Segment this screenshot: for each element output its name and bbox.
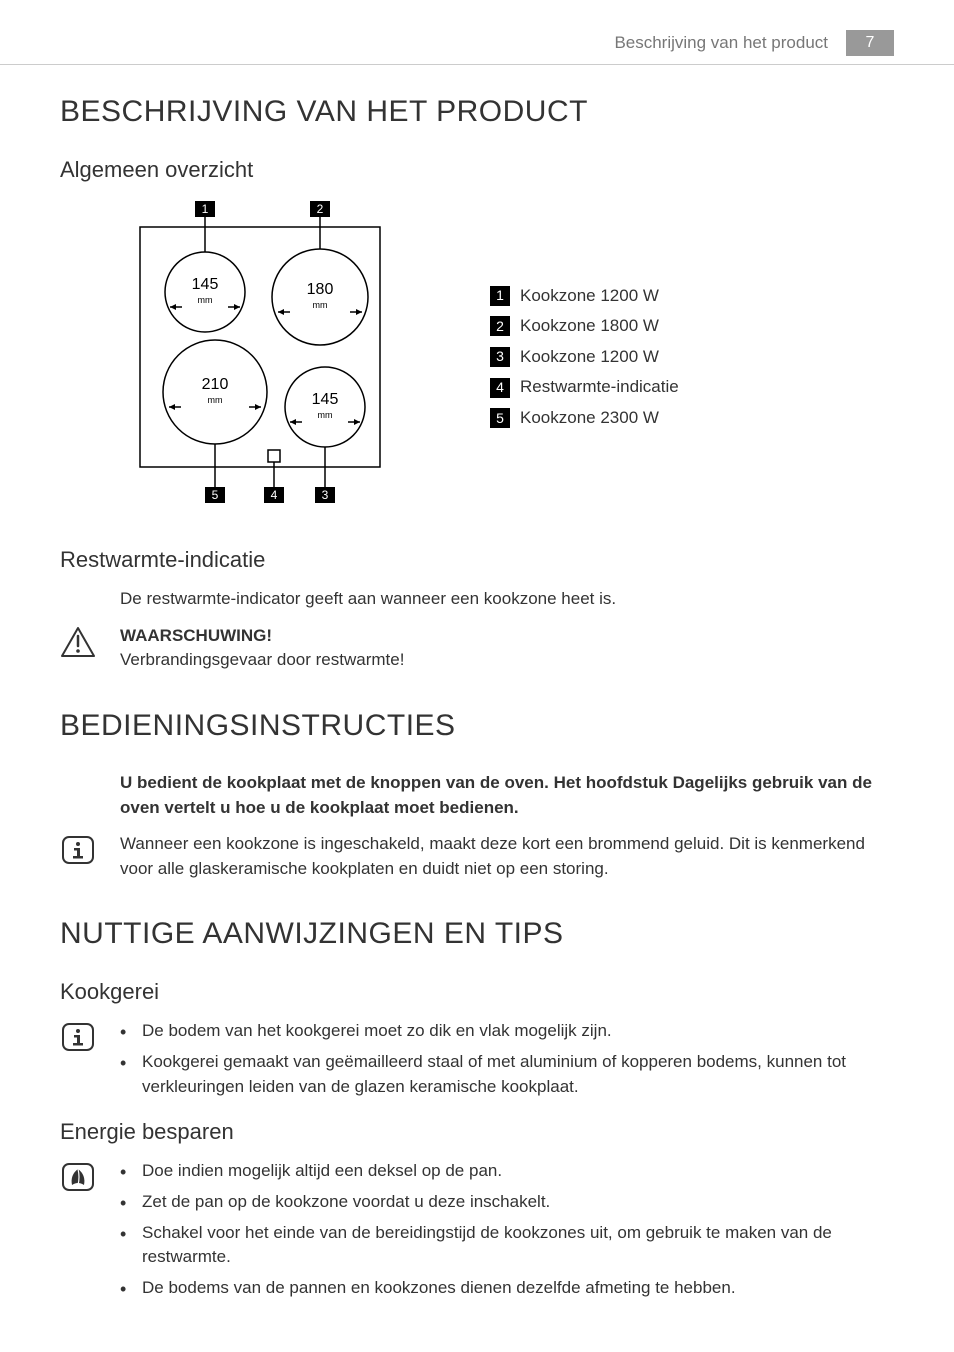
legend-text: Restwarmte-indicatie <box>520 372 679 403</box>
warning-label: WAARSCHUWING! <box>120 624 894 649</box>
legend-num: 3 <box>490 347 510 367</box>
section1-heading: BESCHRIJVING VAN HET PRODUCT <box>60 95 894 129</box>
section4-sub2-heading: Energie besparen <box>60 1119 894 1145</box>
page-content: BESCHRIJVING VAN HET PRODUCT Algemeen ov… <box>0 95 954 1307</box>
legend-row-5: 5 Kookzone 2300 W <box>490 403 679 434</box>
header-title: Beschrijving van het product <box>614 33 828 53</box>
legend-num: 2 <box>490 316 510 336</box>
svg-text:mm: mm <box>198 295 213 305</box>
section3-body: U bedient de kookplaat met de knoppen va… <box>120 771 894 820</box>
svg-text:mm: mm <box>318 410 333 420</box>
svg-text:3: 3 <box>322 488 329 502</box>
svg-text:145: 145 <box>192 276 219 293</box>
section3-heading: BEDIENINGSINSTRUCTIES <box>60 709 894 743</box>
list-item: De bodem van het kookgerei moet zo dik e… <box>120 1019 894 1044</box>
section2-heading: Restwarmte-indicatie <box>60 547 894 573</box>
list-item: De bodems van de pannen en kookzones die… <box>120 1276 894 1301</box>
page-number: 7 <box>846 30 894 56</box>
legend-num: 4 <box>490 378 510 398</box>
section2-body: De restwarmte-indicator geeft aan wannee… <box>120 587 894 612</box>
info-block: Wanneer een kookzone is ingeschakeld, ma… <box>60 832 894 881</box>
kookgerei-list: De bodem van het kookgerei moet zo dik e… <box>120 1019 894 1099</box>
info-icon <box>60 832 120 866</box>
list-item: Doe indien mogelijk altijd een deksel op… <box>120 1159 894 1184</box>
svg-text:145: 145 <box>312 391 339 408</box>
svg-text:mm: mm <box>313 300 328 310</box>
warning-block: WAARSCHUWING! Verbrandingsgevaar door re… <box>60 624 894 673</box>
legend-row-2: 2 Kookzone 1800 W <box>490 311 679 342</box>
overview-row: 145 mm 1 180 mm <box>60 197 894 517</box>
page-header: Beschrijving van het product 7 <box>0 0 954 65</box>
energie-list: Doe indien mogelijk altijd een deksel op… <box>120 1159 894 1300</box>
section4-heading: NUTTIGE AANWIJZINGEN EN TIPS <box>60 917 894 951</box>
info-body: Wanneer een kookzone is ingeschakeld, ma… <box>120 832 894 881</box>
section4-sub1-heading: Kookgerei <box>60 979 894 1005</box>
cooktop-diagram: 145 mm 1 180 mm <box>60 197 460 517</box>
svg-text:1: 1 <box>202 202 209 216</box>
svg-text:210: 210 <box>202 376 229 393</box>
legend-num: 5 <box>490 408 510 428</box>
legend-num: 1 <box>490 286 510 306</box>
warning-body: Verbrandingsgevaar door restwarmte! <box>120 648 894 673</box>
legend-text: Kookzone 1200 W <box>520 281 659 312</box>
legend-row-1: 1 Kookzone 1200 W <box>490 281 679 312</box>
svg-text:180: 180 <box>307 281 334 298</box>
list-item: Kookgerei gemaakt van geëmailleerd staal… <box>120 1050 894 1099</box>
legend-row-3: 3 Kookzone 1200 W <box>490 342 679 373</box>
svg-text:2: 2 <box>317 202 324 216</box>
legend-text: Kookzone 1800 W <box>520 311 659 342</box>
legend-row-4: 4 Restwarmte-indicatie <box>490 372 679 403</box>
legend-text: Kookzone 2300 W <box>520 403 659 434</box>
info-icon <box>60 1019 120 1053</box>
svg-text:4: 4 <box>271 488 278 502</box>
svg-text:5: 5 <box>212 488 219 502</box>
list-item: Schakel voor het einde van de bereidings… <box>120 1221 894 1270</box>
svg-text:mm: mm <box>208 395 223 405</box>
kookgerei-block: De bodem van het kookgerei moet zo dik e… <box>60 1019 894 1105</box>
diagram-legend: 1 Kookzone 1200 W 2 Kookzone 1800 W 3 Ko… <box>490 281 679 434</box>
eco-icon <box>60 1159 120 1193</box>
warning-icon <box>60 624 120 658</box>
energie-block: Doe indien mogelijk altijd een deksel op… <box>60 1159 894 1306</box>
legend-text: Kookzone 1200 W <box>520 342 659 373</box>
section1-subheading: Algemeen overzicht <box>60 157 894 183</box>
list-item: Zet de pan op de kookzone voordat u deze… <box>120 1190 894 1215</box>
